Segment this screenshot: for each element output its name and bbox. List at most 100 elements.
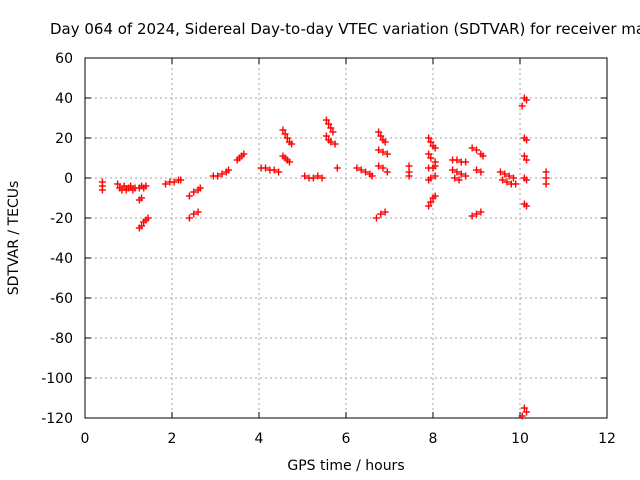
data-point bbox=[468, 212, 476, 220]
data-point bbox=[185, 214, 193, 222]
data-point bbox=[114, 180, 122, 188]
y-axis-label: SDTVAR / TECUs bbox=[6, 181, 22, 296]
data-point bbox=[431, 172, 439, 180]
data-point bbox=[161, 180, 169, 188]
data-point bbox=[353, 164, 361, 172]
data-point bbox=[431, 162, 439, 170]
data-point bbox=[427, 154, 435, 162]
data-point bbox=[270, 166, 278, 174]
data-point bbox=[505, 172, 513, 180]
data-point bbox=[331, 140, 339, 148]
data-point bbox=[518, 412, 526, 420]
data-point bbox=[375, 146, 383, 154]
data-point bbox=[381, 138, 389, 146]
data-point bbox=[520, 404, 528, 412]
tick-layer: 0 2 4 6 8 10 12 -120 -100 -80 -60 -40 -20 0 20 40 60 bbox=[41, 51, 616, 447]
data-point bbox=[218, 170, 226, 178]
data-point bbox=[523, 136, 531, 144]
data-point bbox=[512, 180, 520, 188]
data-point bbox=[425, 134, 433, 142]
data-point bbox=[449, 166, 457, 174]
data-point bbox=[499, 176, 507, 184]
data-point bbox=[285, 158, 293, 166]
data-point bbox=[473, 166, 480, 174]
data-point bbox=[177, 176, 185, 184]
data-point bbox=[405, 162, 413, 170]
data-point bbox=[462, 158, 470, 166]
y-tick-label: -20 bbox=[50, 211, 73, 227]
data-point bbox=[503, 178, 511, 186]
data-point bbox=[281, 130, 289, 138]
data-point bbox=[523, 96, 531, 104]
data-point bbox=[451, 174, 459, 182]
data-point bbox=[214, 172, 222, 180]
x-tick-label: 12 bbox=[598, 431, 616, 447]
data-point bbox=[468, 144, 476, 152]
data-point bbox=[322, 116, 330, 124]
y-tick-label: 40 bbox=[55, 91, 73, 107]
data-point bbox=[455, 176, 463, 184]
data-point bbox=[262, 164, 270, 172]
y-tick-label: -40 bbox=[50, 251, 73, 267]
data-points bbox=[98, 94, 550, 420]
data-point bbox=[194, 208, 202, 216]
data-point bbox=[375, 162, 383, 170]
data-point bbox=[425, 150, 433, 158]
data-point bbox=[327, 138, 335, 146]
data-point bbox=[523, 202, 531, 210]
x-axis-label: GPS time / hours bbox=[287, 458, 404, 474]
data-point bbox=[275, 168, 283, 176]
data-point bbox=[520, 152, 528, 160]
data-point bbox=[327, 124, 335, 132]
y-tick-label: -120 bbox=[41, 411, 73, 427]
data-point bbox=[542, 168, 550, 176]
data-point bbox=[427, 198, 435, 206]
data-point bbox=[383, 150, 391, 158]
data-point bbox=[301, 172, 309, 180]
data-point bbox=[542, 174, 550, 182]
data-point bbox=[477, 208, 485, 216]
x-tick-label: 0 bbox=[81, 431, 90, 447]
data-point bbox=[377, 210, 385, 218]
data-point bbox=[329, 128, 337, 136]
data-point bbox=[377, 132, 385, 140]
x-tick-label: 10 bbox=[511, 431, 529, 447]
data-point bbox=[501, 170, 509, 178]
data-point bbox=[138, 194, 146, 202]
data-point bbox=[196, 184, 204, 192]
x-tick-label: 2 bbox=[168, 431, 177, 447]
data-point bbox=[314, 172, 322, 180]
data-point bbox=[362, 168, 370, 176]
y-tick-label: -80 bbox=[50, 331, 73, 347]
data-point bbox=[542, 180, 550, 188]
data-point bbox=[457, 170, 465, 178]
y-tick-label: -100 bbox=[41, 371, 73, 387]
data-point bbox=[431, 192, 439, 200]
data-point bbox=[509, 174, 517, 182]
y-tick-label: -60 bbox=[50, 291, 73, 307]
data-point bbox=[372, 214, 380, 222]
data-point bbox=[425, 202, 433, 210]
data-point bbox=[523, 408, 531, 416]
data-point bbox=[240, 150, 248, 158]
data-point bbox=[453, 168, 461, 176]
data-point bbox=[190, 210, 198, 218]
data-point bbox=[279, 126, 287, 134]
data-point bbox=[357, 166, 365, 174]
data-point bbox=[318, 174, 326, 182]
data-point bbox=[473, 210, 480, 218]
data-point bbox=[379, 148, 387, 156]
grid-layer bbox=[85, 58, 607, 418]
data-point bbox=[477, 168, 485, 176]
data-point bbox=[368, 172, 376, 180]
data-point bbox=[98, 186, 106, 194]
data-point bbox=[138, 222, 146, 230]
x-tick-label: 8 bbox=[429, 431, 438, 447]
data-point bbox=[427, 138, 435, 146]
data-point bbox=[309, 174, 317, 182]
data-point bbox=[462, 172, 470, 180]
data-point bbox=[225, 166, 233, 174]
data-point bbox=[127, 182, 135, 190]
data-point bbox=[431, 144, 439, 152]
data-point bbox=[383, 168, 391, 176]
